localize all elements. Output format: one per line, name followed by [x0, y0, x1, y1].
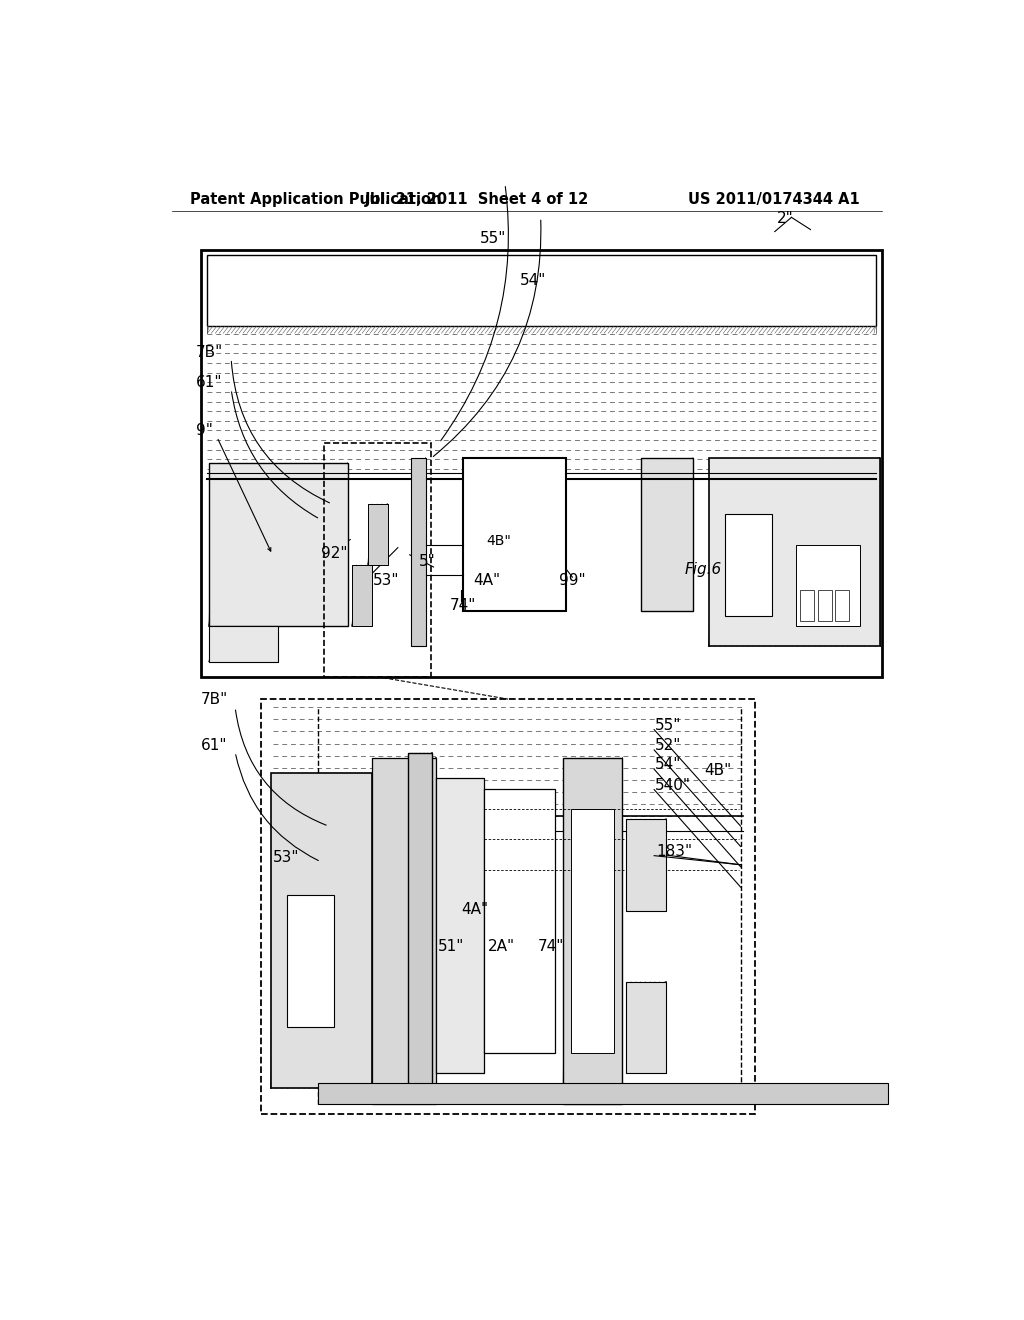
Text: 183": 183": [656, 843, 692, 858]
Bar: [570, 809, 614, 1053]
Bar: [368, 504, 387, 565]
Text: 61": 61": [197, 375, 223, 391]
Bar: [287, 895, 334, 1027]
Text: Patent Application Publication: Patent Application Publication: [189, 191, 441, 206]
Text: 55": 55": [480, 231, 507, 246]
Bar: [709, 458, 880, 647]
Text: 4A": 4A": [473, 573, 501, 589]
Text: 74": 74": [450, 598, 476, 612]
Bar: [800, 590, 814, 620]
Bar: [483, 788, 555, 1053]
Bar: [436, 779, 483, 1073]
Text: 54": 54": [520, 273, 547, 289]
Text: Jul. 21, 2011  Sheet 4 of 12: Jul. 21, 2011 Sheet 4 of 12: [366, 191, 589, 206]
Text: 55": 55": [655, 718, 681, 733]
Text: 9": 9": [197, 422, 213, 438]
Bar: [725, 513, 772, 615]
Text: 53": 53": [373, 573, 399, 589]
Text: Fig.6: Fig.6: [684, 562, 722, 577]
Bar: [817, 590, 831, 620]
Text: 92": 92": [321, 546, 347, 561]
Text: 52": 52": [655, 738, 681, 752]
Bar: [563, 758, 623, 1104]
Bar: [409, 752, 432, 1098]
Text: 7B": 7B": [201, 692, 228, 708]
Text: 4A": 4A": [461, 902, 488, 916]
Text: 540": 540": [655, 777, 691, 792]
Bar: [261, 700, 755, 1114]
Text: 53": 53": [273, 850, 300, 865]
Text: 4B": 4B": [705, 763, 731, 779]
Bar: [209, 463, 348, 626]
Bar: [836, 590, 849, 620]
Bar: [324, 444, 431, 677]
Text: 99": 99": [559, 573, 586, 589]
Text: 2A": 2A": [487, 940, 515, 954]
Text: 51": 51": [437, 940, 464, 954]
Bar: [209, 626, 279, 661]
Text: 74": 74": [538, 940, 564, 954]
Bar: [627, 982, 666, 1073]
Bar: [207, 255, 876, 326]
Text: 54": 54": [655, 758, 681, 772]
Bar: [412, 458, 426, 647]
Bar: [641, 458, 693, 611]
Bar: [627, 818, 666, 911]
Bar: [463, 458, 566, 611]
Bar: [373, 758, 436, 1104]
Text: 5": 5": [419, 554, 436, 569]
Bar: [318, 1084, 888, 1104]
Bar: [352, 565, 372, 626]
Text: US 2011/0174344 A1: US 2011/0174344 A1: [688, 191, 860, 206]
Text: 2": 2": [777, 211, 794, 227]
Bar: [201, 249, 882, 677]
Text: 7B": 7B": [197, 345, 223, 359]
Bar: [797, 545, 860, 626]
Text: 61": 61": [201, 738, 227, 752]
Bar: [270, 774, 373, 1089]
Text: 4B": 4B": [486, 533, 512, 548]
